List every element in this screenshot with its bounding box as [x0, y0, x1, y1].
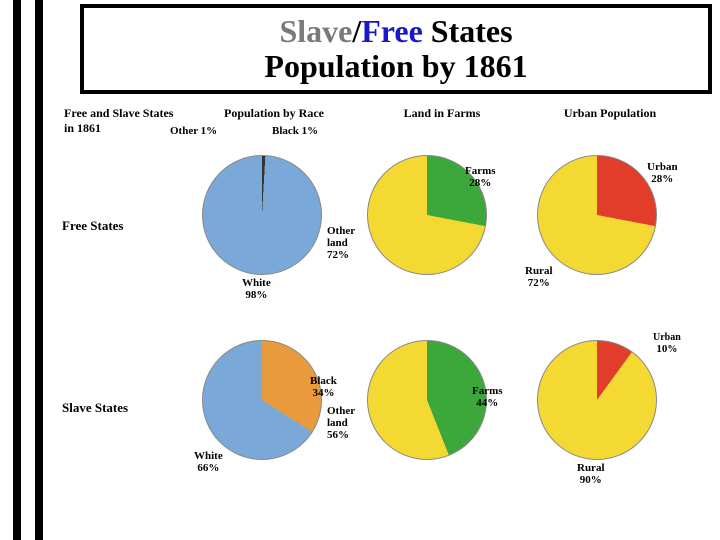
- label-white: White98%: [242, 277, 271, 301]
- title-box: Slave/Free States Population by 1861: [80, 4, 712, 94]
- label-otherland: Otherland72%: [327, 225, 355, 261]
- label-white-s: White66%: [194, 450, 223, 474]
- label-black-s: Black34%: [310, 375, 337, 399]
- label-black: Black 1%: [272, 125, 318, 137]
- title-slash: /: [352, 13, 361, 49]
- title-line-2: Population by 1861: [264, 49, 527, 84]
- pie-free-urban: Rural72% Urban28%: [537, 155, 657, 275]
- label-other: Other 1%: [170, 125, 217, 137]
- pie-chart: [367, 340, 487, 460]
- label-otherland-s: Otherland56%: [327, 405, 355, 441]
- chart-area: Free and Slave States in 1861 Population…: [62, 100, 712, 534]
- pie-chart: [537, 155, 657, 275]
- label-rural-s: Rural90%: [577, 462, 605, 486]
- label-urban-s: Urban10%: [653, 332, 681, 355]
- title-word-slave: Slave: [279, 13, 352, 49]
- label-urban: Urban28%: [647, 161, 678, 185]
- pie-chart: [202, 340, 322, 460]
- title-line-1: Slave/Free States: [279, 14, 512, 49]
- pie-chart: [202, 155, 322, 275]
- label-farms: Farms28%: [465, 165, 496, 189]
- pie-free-land: Otherland72% Farms28%: [367, 155, 487, 275]
- title-word-free: Free: [361, 13, 423, 49]
- col-header-0: Free and Slave States in 1861: [64, 106, 184, 136]
- pie-slave-race: White66% Black34%: [202, 340, 322, 460]
- pie-slave-urban: Rural90% Urban10%: [537, 340, 657, 460]
- row-header-free: Free States: [62, 218, 152, 234]
- row-header-slave: Slave States: [62, 400, 152, 416]
- pie-slave-land: Otherland56% Farms44%: [367, 340, 487, 460]
- pie-free-race: Other 1% Black 1% White98%: [202, 155, 322, 275]
- title-rest-1: States: [423, 13, 513, 49]
- pie-chart: [537, 340, 657, 460]
- label-rural: Rural72%: [525, 265, 553, 289]
- col-header-1: Population by Race: [204, 106, 344, 121]
- decorative-bars: [0, 0, 56, 540]
- col-header-3: Urban Population: [540, 106, 680, 121]
- label-farms-s: Farms44%: [472, 385, 503, 409]
- col-header-2: Land in Farms: [372, 106, 512, 121]
